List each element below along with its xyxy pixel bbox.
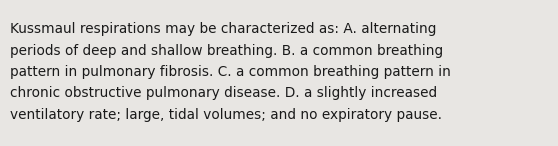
Text: ventilatory rate; large, tidal volumes; and no expiratory pause.: ventilatory rate; large, tidal volumes; … bbox=[10, 108, 442, 122]
Text: pattern in pulmonary fibrosis. C. a common breathing pattern in: pattern in pulmonary fibrosis. C. a comm… bbox=[10, 65, 451, 79]
Text: chronic obstructive pulmonary disease. D. a slightly increased: chronic obstructive pulmonary disease. D… bbox=[10, 86, 437, 100]
Text: Kussmaul respirations may be characterized as: A. alternating: Kussmaul respirations may be characteriz… bbox=[10, 22, 436, 36]
Text: periods of deep and shallow breathing. B. a common breathing: periods of deep and shallow breathing. B… bbox=[10, 44, 443, 58]
